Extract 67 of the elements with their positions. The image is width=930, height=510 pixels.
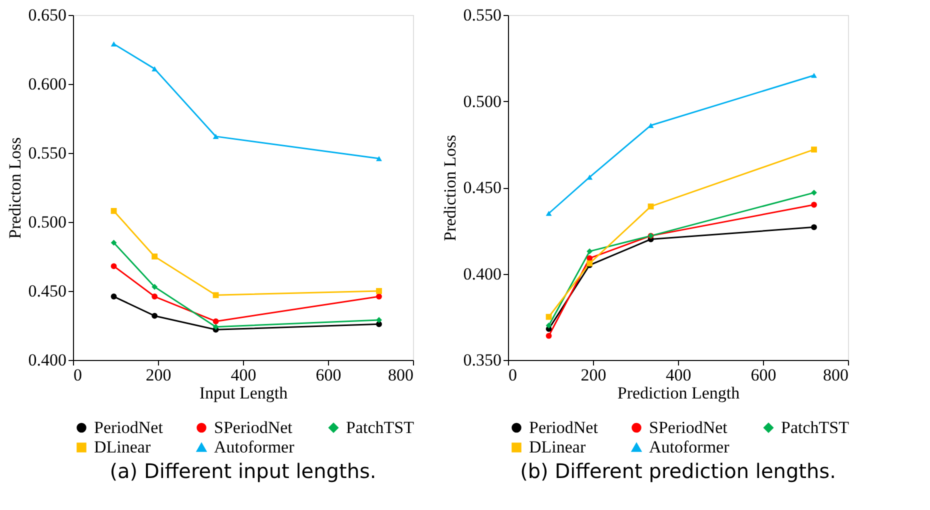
y-tick-label: 0.650 xyxy=(28,6,66,24)
x-tick-label: 600 xyxy=(316,366,342,384)
x-tick-label: 400 xyxy=(230,366,256,384)
x-tick-label: 400 xyxy=(666,366,692,384)
point xyxy=(212,292,219,298)
legend-label: Autoformer xyxy=(214,438,295,456)
point xyxy=(811,146,817,153)
point xyxy=(811,190,817,196)
point xyxy=(152,66,158,72)
point xyxy=(546,332,552,339)
text: (b) Different prediction lengths. xyxy=(520,459,836,483)
point xyxy=(212,134,219,139)
point xyxy=(376,288,382,294)
x-tick-label: 800 xyxy=(388,366,414,384)
point xyxy=(212,318,219,324)
point xyxy=(110,263,117,270)
point xyxy=(376,156,382,162)
point xyxy=(376,321,382,328)
point xyxy=(110,41,117,47)
y-tick-label: 0.450 xyxy=(28,282,66,300)
point xyxy=(110,294,117,300)
point xyxy=(546,314,552,320)
y-tick-label: 0.550 xyxy=(463,6,502,24)
legend-label: PatchTST xyxy=(781,418,850,437)
point xyxy=(152,254,158,260)
legend-label: DLinear xyxy=(94,438,151,456)
point xyxy=(811,202,817,208)
point xyxy=(110,208,117,214)
legend-label: DLinear xyxy=(529,438,586,456)
x-tick-label: 0 xyxy=(74,366,82,384)
point xyxy=(586,248,593,254)
point xyxy=(648,204,654,210)
y-axis-title: Prediction Loss xyxy=(440,134,460,242)
y-tick-label: 0.350 xyxy=(463,350,502,370)
y-tick-label: 0.600 xyxy=(28,74,66,94)
text: (a) Different input lengths. xyxy=(110,459,376,483)
y-tick-label: 0.500 xyxy=(463,92,502,111)
point xyxy=(586,174,593,180)
point xyxy=(110,240,117,246)
point xyxy=(811,72,817,78)
point xyxy=(376,294,382,300)
x-axis-title: Prediction Length xyxy=(617,384,740,402)
y-tick-label: 0.400 xyxy=(28,350,66,370)
legend-label: PatchTST xyxy=(346,418,415,437)
y-tick-label: 0.400 xyxy=(463,264,502,284)
legend-label: PeriodNet xyxy=(94,418,164,437)
y-axis-title: Predicton Loss xyxy=(5,137,24,239)
x-tick-label: 800 xyxy=(823,366,848,384)
y-tick-label: 0.450 xyxy=(463,178,502,197)
legend-label: SPeriodNet xyxy=(214,418,293,437)
x-tick-label: 200 xyxy=(146,366,172,384)
point xyxy=(546,322,552,328)
point xyxy=(546,210,552,216)
point xyxy=(811,224,817,230)
x-tick-label: 0 xyxy=(508,366,517,384)
y-tick-label: 0.500 xyxy=(28,212,66,232)
point xyxy=(152,284,158,290)
legend-label: PeriodNet xyxy=(529,418,598,437)
point xyxy=(152,312,158,319)
point xyxy=(152,294,158,300)
x-axis-title: Input Length xyxy=(199,384,288,402)
legend-label: Autoformer xyxy=(649,438,730,456)
x-tick-label: 600 xyxy=(750,366,776,384)
point xyxy=(212,324,219,330)
y-tick-label: 0.550 xyxy=(28,144,66,162)
legend-label: SPeriodNet xyxy=(649,418,728,437)
x-tick-label: 200 xyxy=(580,366,606,384)
